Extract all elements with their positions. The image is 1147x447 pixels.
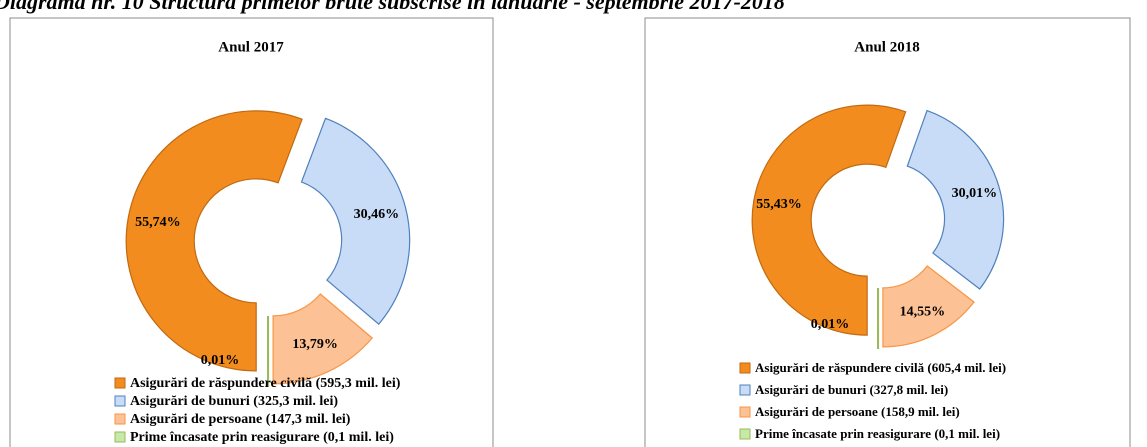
chart-title: Anul 2017 <box>218 39 284 55</box>
data-label: 30,46% <box>354 207 400 222</box>
legend-label: Asigurări de răspundere civilă (595,3 mi… <box>130 376 401 391</box>
legend-swatch <box>739 428 751 440</box>
slice <box>125 110 303 372</box>
chart-title: Anul 2018 <box>854 39 919 55</box>
legend-swatch <box>114 395 126 407</box>
data-label: 0,01% <box>811 317 850 332</box>
legend-label: Prime încasate prin reasigurare (0,1 mil… <box>755 426 1000 441</box>
legend-swatch <box>739 384 751 396</box>
panel <box>9 17 494 447</box>
data-label: 55,74% <box>135 215 181 230</box>
legend-label: Asigurări de persoane (147,3 mil. lei) <box>130 412 351 427</box>
legend-swatch <box>114 431 126 443</box>
data-label: 0,01% <box>201 353 240 368</box>
data-label: 13,79% <box>292 337 338 352</box>
slice <box>300 117 411 325</box>
legend-label: Prime încasate prin reasigurare (0,1 mil… <box>130 430 394 445</box>
legend-swatch <box>739 406 751 418</box>
slice <box>751 104 907 336</box>
legend-swatch <box>114 413 126 425</box>
slice <box>272 293 374 385</box>
data-label: 14,55% <box>900 304 946 319</box>
legend-label: Asigurări de persoane (158,9 mil. lei) <box>755 404 960 419</box>
legend-label: Asigurări de bunuri (327,8 mil. lei) <box>755 382 948 397</box>
legend-swatch <box>114 377 126 389</box>
slice <box>882 265 975 348</box>
slice <box>906 109 1005 290</box>
data-label: 55,43% <box>756 197 802 212</box>
legend-label: Asigurări de bunuri (325,3 mil. lei) <box>130 394 338 409</box>
legend-label: Asigurări de răspundere civilă (605,4 mi… <box>755 360 1006 375</box>
page-title: Diagrama nr. 10 Structura primelor brute… <box>0 0 785 14</box>
panel <box>644 17 1131 447</box>
data-label: 30,01% <box>952 186 998 201</box>
legend-swatch <box>739 362 751 374</box>
